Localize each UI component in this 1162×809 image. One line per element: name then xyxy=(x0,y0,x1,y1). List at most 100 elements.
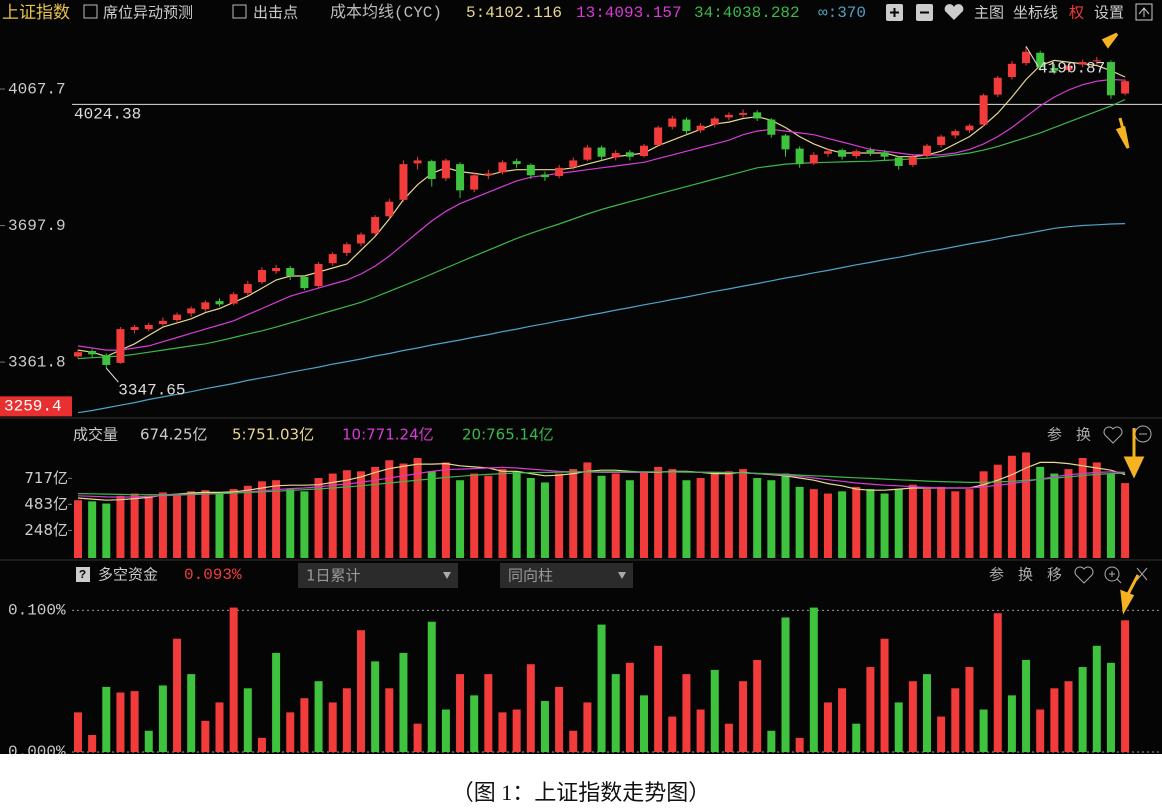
low-leader xyxy=(105,367,119,383)
bar xyxy=(187,674,196,752)
favorite-button[interactable] xyxy=(1074,566,1094,584)
high-leader xyxy=(1025,46,1039,67)
bar xyxy=(484,674,493,752)
help-icon[interactable] xyxy=(76,567,90,582)
bar xyxy=(229,607,238,752)
legend-entry: 13:4093.157 xyxy=(576,4,682,22)
bar xyxy=(965,489,974,558)
toolbar-button[interactable]: 设置 xyxy=(1094,4,1124,22)
candle-body xyxy=(682,119,691,132)
bar xyxy=(88,735,97,752)
candle-body xyxy=(597,147,606,157)
marks: 4067.7 3697.9 3361.8 4024.38 3259.4 4190.87 33… xyxy=(0,46,1162,754)
candle-body xyxy=(215,301,224,305)
bar xyxy=(88,501,97,558)
bar xyxy=(1064,469,1073,558)
candle-body xyxy=(668,118,677,127)
candle-body xyxy=(88,350,97,355)
bar xyxy=(724,723,733,752)
candle-body xyxy=(809,154,818,164)
toolbar-button[interactable]: 坐标线 xyxy=(1013,4,1058,22)
symbol[interactable]: 上证指数 xyxy=(2,3,70,23)
bar xyxy=(696,478,705,558)
bar xyxy=(371,466,380,558)
check-label[interactable]: 席位异动预测 xyxy=(103,4,193,22)
bar xyxy=(611,473,620,558)
dropdown-arrow xyxy=(618,572,626,579)
dropdown[interactable] xyxy=(298,563,458,588)
candle-body xyxy=(427,161,436,180)
panel-button[interactable]: 移 xyxy=(1047,566,1062,584)
candle-body xyxy=(611,153,620,158)
bar xyxy=(116,495,125,558)
panel-button[interactable]: 换 xyxy=(1018,566,1033,584)
candle-body xyxy=(257,269,266,283)
bar xyxy=(286,712,295,752)
high-label: 4190.87 xyxy=(1038,60,1105,78)
bar xyxy=(413,723,422,752)
legend-entry: 34:4038.282 xyxy=(694,4,800,22)
bar xyxy=(569,730,578,752)
zoom-button[interactable] xyxy=(1104,566,1120,582)
ma-line xyxy=(77,78,1126,351)
zoom-icon xyxy=(1109,571,1122,584)
checkbox[interactable] xyxy=(232,4,247,19)
bar xyxy=(753,478,762,558)
bar xyxy=(470,695,479,752)
bar xyxy=(611,674,620,752)
candle-body xyxy=(1078,62,1087,65)
candle-body xyxy=(640,145,648,156)
bar xyxy=(852,723,861,752)
bar xyxy=(328,473,337,558)
bar xyxy=(74,500,82,558)
bar xyxy=(781,617,790,752)
bar xyxy=(1050,688,1059,752)
bar xyxy=(583,462,592,558)
bar xyxy=(823,702,832,752)
bar xyxy=(399,463,408,558)
cursor-box xyxy=(0,396,72,417)
bar xyxy=(1092,462,1101,558)
toolbar-button[interactable]: 主图 xyxy=(974,4,1004,22)
bar xyxy=(158,685,167,752)
favorite-button[interactable] xyxy=(944,4,964,20)
favorite-button[interactable] xyxy=(1103,426,1123,444)
bar xyxy=(809,607,818,752)
candle-body xyxy=(512,161,521,165)
bar xyxy=(937,716,946,752)
bar xyxy=(1007,695,1016,752)
dropdown[interactable] xyxy=(500,563,633,588)
bar xyxy=(187,491,196,558)
panel-button[interactable]: 参 xyxy=(1047,426,1062,444)
indicator-name[interactable]: 成本均线(CYC) xyxy=(330,3,442,22)
bar xyxy=(1022,452,1031,558)
candle-body xyxy=(1022,51,1031,64)
expand-button[interactable] xyxy=(1135,3,1153,21)
close-button[interactable] xyxy=(1136,567,1148,581)
candle-body xyxy=(1121,81,1130,94)
candle-body xyxy=(838,150,847,157)
bar xyxy=(399,652,408,752)
panel-button[interactable]: 换 xyxy=(1076,426,1091,444)
bar xyxy=(1106,662,1115,752)
bar xyxy=(880,493,889,558)
toolbar-button[interactable]: 权 xyxy=(1069,4,1084,22)
dropdown-label[interactable]: 1日累计 xyxy=(306,567,361,585)
panel-button[interactable]: 参 xyxy=(989,566,1004,584)
bar xyxy=(1036,709,1045,752)
bar xyxy=(272,652,281,752)
candle-body xyxy=(923,145,931,156)
bar xyxy=(243,688,252,752)
bar xyxy=(158,492,167,558)
dropdown-label[interactable]: 同向柱 xyxy=(508,567,553,585)
check-label[interactable]: 出击点 xyxy=(253,4,298,22)
bar xyxy=(894,489,903,558)
bar xyxy=(937,486,946,558)
bar xyxy=(724,471,733,558)
candle-body xyxy=(526,164,535,176)
candle-body xyxy=(484,173,493,176)
candle-body xyxy=(767,119,776,135)
checkbox[interactable] xyxy=(83,4,98,19)
bar xyxy=(993,613,1002,752)
